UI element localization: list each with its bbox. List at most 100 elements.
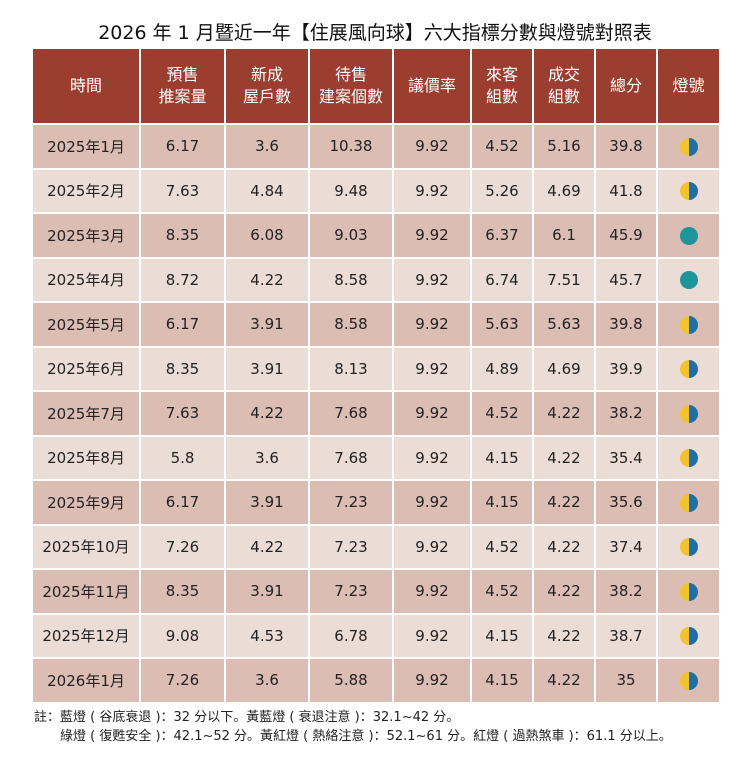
column-header-line: 時間: [69, 76, 102, 95]
column-header-line: 預售: [166, 65, 199, 84]
table-cell: 5.16: [534, 125, 594, 168]
table-cell: 2025年7月: [33, 392, 139, 435]
table-row: 2025年2月 7.63 4.84 9.48 9.92 5.26 4.69 41.8: [33, 169, 719, 212]
table-cell: 4.69: [534, 347, 594, 390]
table-cell: 2026年1月: [33, 659, 139, 702]
table-cell: 38.7: [596, 614, 656, 657]
light-cell: [658, 303, 719, 346]
table-cell: 5.63: [534, 303, 594, 346]
table-cell: 9.92: [394, 614, 470, 657]
table-cell: 4.22: [534, 481, 594, 524]
table-cell: 5.8: [141, 436, 224, 479]
table-cell: 4.52: [472, 392, 532, 435]
column-header-line: 新成: [250, 65, 283, 84]
notes: 註：藍燈 ( 谷底衰退 )：32 分以下。黃藍燈 ( 衰退注意 )：32.1~4…: [34, 708, 672, 746]
table-cell: 7.63: [141, 169, 224, 212]
table-cell: 9.92: [394, 436, 470, 479]
table-cell: 4.15: [472, 436, 532, 479]
column-header: 待售 建案個數: [310, 49, 392, 123]
table-row: 2025年7月 7.63 4.22 7.68 9.92 4.52 4.22 38.2: [33, 392, 719, 435]
light-cell: [658, 570, 719, 613]
table-row: 2025年6月 8.35 3.91 8.13 9.92 4.89 4.69 39.9: [33, 347, 719, 390]
table-cell: 2025年6月: [33, 347, 139, 390]
table-cell: 7.26: [141, 525, 224, 568]
table-cell: 6.1: [534, 214, 594, 257]
light-cell: [658, 125, 719, 168]
table-cell: 2025年2月: [33, 169, 139, 212]
column-header: 議價率: [394, 49, 470, 123]
table-cell: 9.92: [394, 392, 470, 435]
table-cell: 9.92: [394, 570, 470, 613]
table-cell: 3.6: [226, 659, 308, 702]
column-header-line: 燈號: [672, 76, 705, 95]
yellow-blue-light-icon: [679, 360, 698, 378]
table-cell: 4.22: [226, 392, 308, 435]
table-cell: 4.52: [472, 570, 532, 613]
note-line: 註：藍燈 ( 谷底衰退 )：32 分以下。黃藍燈 ( 衰退注意 )：32.1~4…: [34, 710, 460, 725]
table-cell: 2025年9月: [33, 481, 139, 524]
column-header-line: 議價率: [407, 76, 456, 95]
table-cell: 8.13: [310, 347, 392, 390]
green-light-icon: [679, 271, 698, 289]
yellow-blue-light-icon: [679, 315, 698, 334]
table-cell: 35: [596, 659, 656, 702]
yellow-blue-light-icon: [679, 627, 698, 645]
column-header-line: 建案個數: [318, 87, 383, 106]
light-cell: [658, 481, 719, 524]
table-row: 2026年1月 7.26 3.6 5.88 9.92 4.15 4.22 35: [33, 659, 719, 702]
table-cell: 4.22: [534, 659, 594, 702]
table-row: 2025年3月 8.35 6.08 9.03 9.92 6.37 6.1 45.9: [33, 214, 719, 257]
table-cell: 45.9: [596, 214, 656, 257]
column-header: 來客 組數: [472, 49, 532, 123]
table-cell: 2025年4月: [33, 258, 139, 301]
table-cell: 4.53: [226, 614, 308, 657]
table-cell: 9.08: [141, 614, 224, 657]
table-cell: 39.8: [596, 125, 656, 168]
column-header-line: 屋戶數: [242, 87, 291, 106]
table-cell: 5.26: [472, 169, 532, 212]
table-row: 2025年5月 6.17 3.91 8.58 9.92 5.63 5.63 39.8: [33, 303, 719, 346]
table-cell: 4.84: [226, 169, 308, 212]
table-cell: 4.15: [472, 659, 532, 702]
table-cell: 9.92: [394, 169, 470, 212]
table-cell: 3.6: [226, 436, 308, 479]
table-cell: 7.23: [310, 481, 392, 524]
table-cell: 38.2: [596, 392, 656, 435]
table-cell: 9.92: [394, 659, 470, 702]
yellow-blue-light-icon: [679, 493, 698, 512]
table-cell: 8.35: [141, 347, 224, 390]
table-cell: 8.35: [141, 570, 224, 613]
table-cell: 8.58: [310, 258, 392, 301]
light-cell: [658, 436, 719, 479]
page-title: 2026 年 1 月暨近一年【住展風向球】六大指標分數與燈號對照表: [98, 22, 652, 44]
table-cell: 7.23: [310, 570, 392, 613]
table-cell: 6.37: [472, 214, 532, 257]
table-cell: 6.78: [310, 614, 392, 657]
column-header-line: 來客: [485, 65, 518, 84]
table-cell: 3.6: [226, 125, 308, 168]
table-cell: 4.69: [534, 169, 594, 212]
table-cell: 10.38: [310, 125, 392, 168]
yellow-blue-light-icon: [679, 404, 698, 423]
light-cell: [658, 525, 719, 568]
column-header: 成交 組數: [534, 49, 594, 123]
table-cell: 6.74: [472, 258, 532, 301]
table-cell: 2025年8月: [33, 436, 139, 479]
table-cell: 9.92: [394, 347, 470, 390]
table-cell: 8.58: [310, 303, 392, 346]
table-cell: 35.4: [596, 436, 656, 479]
light-cell: [658, 169, 719, 212]
table-cell: 4.89: [472, 347, 532, 390]
light-cell: [658, 392, 719, 435]
yellow-blue-light-icon: [679, 538, 698, 556]
table-cell: 7.23: [310, 525, 392, 568]
table-cell: 8.35: [141, 214, 224, 257]
table-cell: 3.91: [226, 570, 308, 613]
table-row: 2025年8月 5.8 3.6 7.68 9.92 4.15 4.22 35.4: [33, 436, 719, 479]
column-header-line: 總分: [609, 76, 642, 95]
table-cell: 41.8: [596, 169, 656, 212]
yellow-blue-light-icon: [679, 182, 698, 200]
table-cell: 9.92: [394, 525, 470, 568]
table-cell: 4.22: [226, 525, 308, 568]
table-row: 2025年10月 7.26 4.22 7.23 9.92 4.52 4.22 37.4: [33, 525, 719, 568]
